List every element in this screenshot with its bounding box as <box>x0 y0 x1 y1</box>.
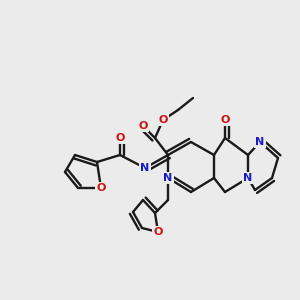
Text: N: N <box>255 137 265 147</box>
Text: N: N <box>243 173 253 183</box>
Text: O: O <box>220 115 230 125</box>
Text: O: O <box>158 115 168 125</box>
Text: O: O <box>153 227 163 237</box>
Text: O: O <box>96 183 106 193</box>
Text: O: O <box>115 133 125 143</box>
Text: N: N <box>140 163 150 173</box>
Text: O: O <box>138 121 148 131</box>
Text: N: N <box>164 173 172 183</box>
